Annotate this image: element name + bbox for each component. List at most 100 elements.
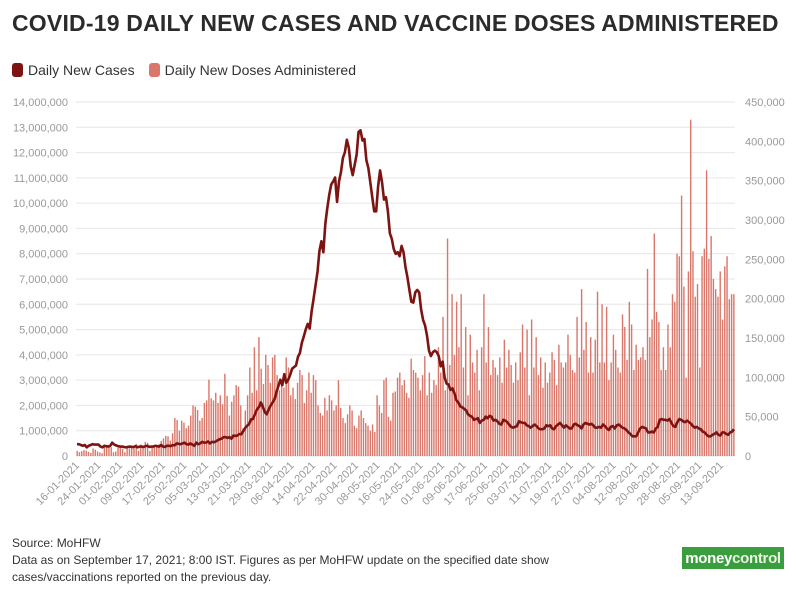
dose-bar [96, 451, 99, 456]
dose-bar [199, 420, 201, 456]
left-axis-tick-label: 8,000,000 [19, 249, 68, 261]
dose-bar [544, 362, 546, 456]
dose-bar [446, 238, 449, 456]
dose-bar [190, 415, 192, 456]
dose-bar [658, 321, 660, 456]
dose-bar [717, 296, 719, 456]
dose-bar [226, 395, 228, 456]
dose-bar [280, 382, 283, 456]
right-axis-tick-label: 250,000 [745, 254, 785, 266]
dose-bar [326, 410, 328, 456]
dose-bar [637, 359, 640, 456]
dose-bar [292, 387, 294, 456]
dose-bar [512, 382, 515, 456]
dose-bar [115, 451, 117, 456]
dose-bar [330, 400, 333, 456]
dose-bar [317, 405, 319, 456]
dose-bar [169, 440, 172, 456]
dose-bar [337, 380, 340, 456]
left-axis-tick-label: 3,000,000 [19, 375, 68, 387]
dose-bar [303, 402, 306, 456]
dose-bar [728, 299, 731, 456]
dose-bar [305, 390, 308, 456]
dose-bar [283, 387, 285, 456]
dose-bar [174, 418, 176, 456]
dose-bar [149, 450, 151, 456]
dose-bar [537, 375, 540, 456]
dose-bar [176, 420, 178, 456]
dose-bar [346, 414, 349, 456]
chart-plot: 0 1,000,000 2,000,000 3,000,000 4,000,000 5,0… [13, 97, 785, 508]
dose-bar [662, 347, 665, 456]
dose-bar [639, 357, 642, 456]
dose-bar [244, 410, 246, 456]
dose-bar [435, 385, 437, 456]
dose-bar [233, 395, 235, 456]
left-axis-tick-label: 1,000,000 [19, 426, 68, 438]
dose-bar [699, 367, 701, 456]
legend-label-doses: Daily New Doses Administered [164, 62, 356, 78]
dose-bar [428, 372, 431, 456]
dose-bar [465, 327, 467, 456]
dose-bar [294, 399, 296, 456]
dose-bar [578, 357, 581, 456]
dose-bar [667, 324, 669, 456]
left-axis-tick-label: 7,000,000 [19, 274, 68, 286]
dose-bar [83, 450, 85, 456]
dose-bar [403, 380, 406, 456]
dose-bar [508, 349, 510, 456]
dose-bar [324, 397, 326, 456]
dose-bar [492, 359, 494, 456]
dose-bar [546, 382, 549, 456]
dose-bar [703, 248, 706, 456]
dose-bar [224, 373, 226, 456]
dose-bar [376, 395, 378, 456]
dose-bar [142, 446, 144, 456]
dose-bar [533, 367, 535, 456]
dose-bar [614, 349, 617, 456]
dose-bar [653, 233, 656, 456]
dose-bar [521, 324, 524, 456]
dose-bar [701, 256, 703, 456]
dose-bar [378, 405, 381, 456]
dose-bar [494, 367, 496, 456]
cases-line [76, 129, 736, 449]
dose-bar [555, 385, 558, 456]
dose-bar [540, 357, 542, 456]
dose-bar [496, 375, 499, 456]
dose-bar [580, 289, 583, 456]
dose-bar [462, 367, 465, 456]
dose-bar [390, 420, 392, 456]
dose-bar [217, 402, 219, 456]
dose-bar [721, 319, 724, 456]
dose-bar [399, 372, 401, 456]
dose-bar [485, 362, 487, 456]
dose-bar [230, 401, 233, 456]
dose-bar [105, 445, 108, 456]
dose-bar [430, 392, 433, 456]
dose-bar [705, 170, 708, 456]
dose-bar [287, 367, 290, 456]
dose-bar [187, 425, 190, 456]
dose-bar [353, 425, 356, 456]
dose-bar [483, 294, 485, 456]
dose-bar [515, 362, 517, 456]
dose-bar [285, 357, 287, 456]
dose-bar [480, 347, 483, 456]
dose-bar [535, 337, 537, 456]
left-axis-tick-label: 9,000,000 [19, 223, 68, 235]
left-axis-tick-label: 6,000,000 [19, 299, 68, 311]
dose-bar [649, 337, 651, 456]
dose-bar [387, 416, 390, 456]
dose-bar [80, 451, 83, 456]
dose-bar [160, 440, 162, 456]
chart-title: COVID-19 DAILY NEW CASES AND VACCINE DOS… [12, 10, 779, 36]
dose-bar [467, 395, 469, 456]
dose-bar [192, 405, 194, 456]
dose-bar [596, 291, 599, 456]
dose-bar [633, 370, 635, 456]
dose-bar [487, 327, 490, 456]
dose-bar [714, 289, 717, 456]
dose-bar [340, 407, 342, 456]
dose-bar [153, 445, 156, 456]
